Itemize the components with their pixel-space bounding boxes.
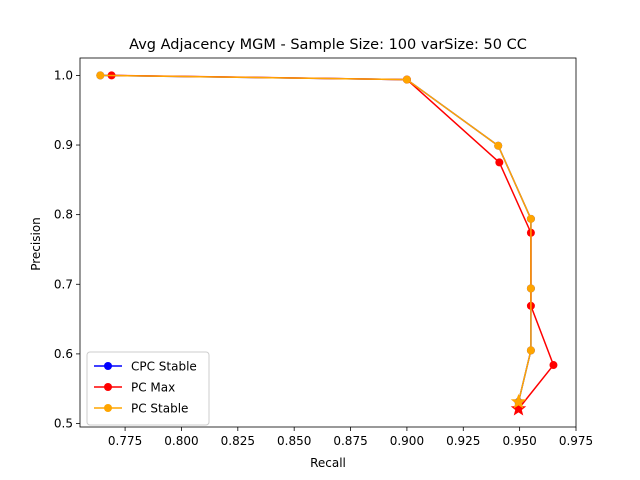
y-tick-label: 0.5: [54, 417, 73, 431]
data-point: [526, 284, 535, 293]
legend-label: PC Stable: [131, 402, 188, 416]
x-tick-label: 0.850: [277, 434, 311, 448]
plot-area: 0.775 0.800 0.825 0.850 0.875 0.900 0.925 0.950…: [54, 57, 593, 448]
legend-marker: [104, 383, 112, 391]
x-tick-label: 0.875: [333, 434, 367, 448]
data-point: [526, 214, 535, 223]
data-point: [96, 71, 105, 80]
y-tick-label: 0.9: [54, 138, 73, 152]
data-point-star: [510, 400, 527, 416]
data-point: [526, 346, 535, 355]
legend-box: [86, 351, 210, 426]
x-tick-label: 0.975: [559, 434, 593, 448]
data-point: [549, 361, 558, 370]
legend-label: PC Max: [131, 381, 175, 395]
legend-label: CPC Stable: [131, 360, 197, 374]
x-axis-title: Recall: [310, 456, 346, 470]
x-tick-label: 0.925: [446, 434, 480, 448]
x-tick-label: 0.900: [390, 434, 424, 448]
y-axis-title: Precision: [29, 217, 43, 271]
legend-marker: [104, 404, 112, 412]
x-tick-label: 0.800: [164, 434, 198, 448]
legend: CPC Stable PC Max PC Stable: [86, 351, 210, 426]
y-tick-label: 0.8: [54, 208, 73, 222]
chart-title: Avg Adjacency MGM - Sample Size: 100 var…: [129, 37, 527, 53]
legend-item: CPC Stable: [94, 360, 197, 374]
x-tick-label: 0.775: [108, 434, 142, 448]
legend-item: PC Max: [94, 381, 175, 395]
legend-marker: [104, 362, 112, 370]
y-tick-label: 0.7: [54, 277, 73, 291]
data-point: [494, 141, 503, 150]
data-point: [402, 75, 411, 84]
x-tick-label: 0.950: [502, 434, 536, 448]
series-pc-stable: [96, 71, 535, 409]
y-tick-label: 0.6: [54, 347, 73, 361]
x-tick-label: 0.825: [221, 434, 255, 448]
data-point: [495, 158, 504, 167]
axes-frame: [79, 57, 577, 428]
data-point-star: [510, 393, 527, 409]
legend-item: PC Stable: [94, 402, 188, 416]
y-tick-label: 1.0: [54, 68, 73, 82]
